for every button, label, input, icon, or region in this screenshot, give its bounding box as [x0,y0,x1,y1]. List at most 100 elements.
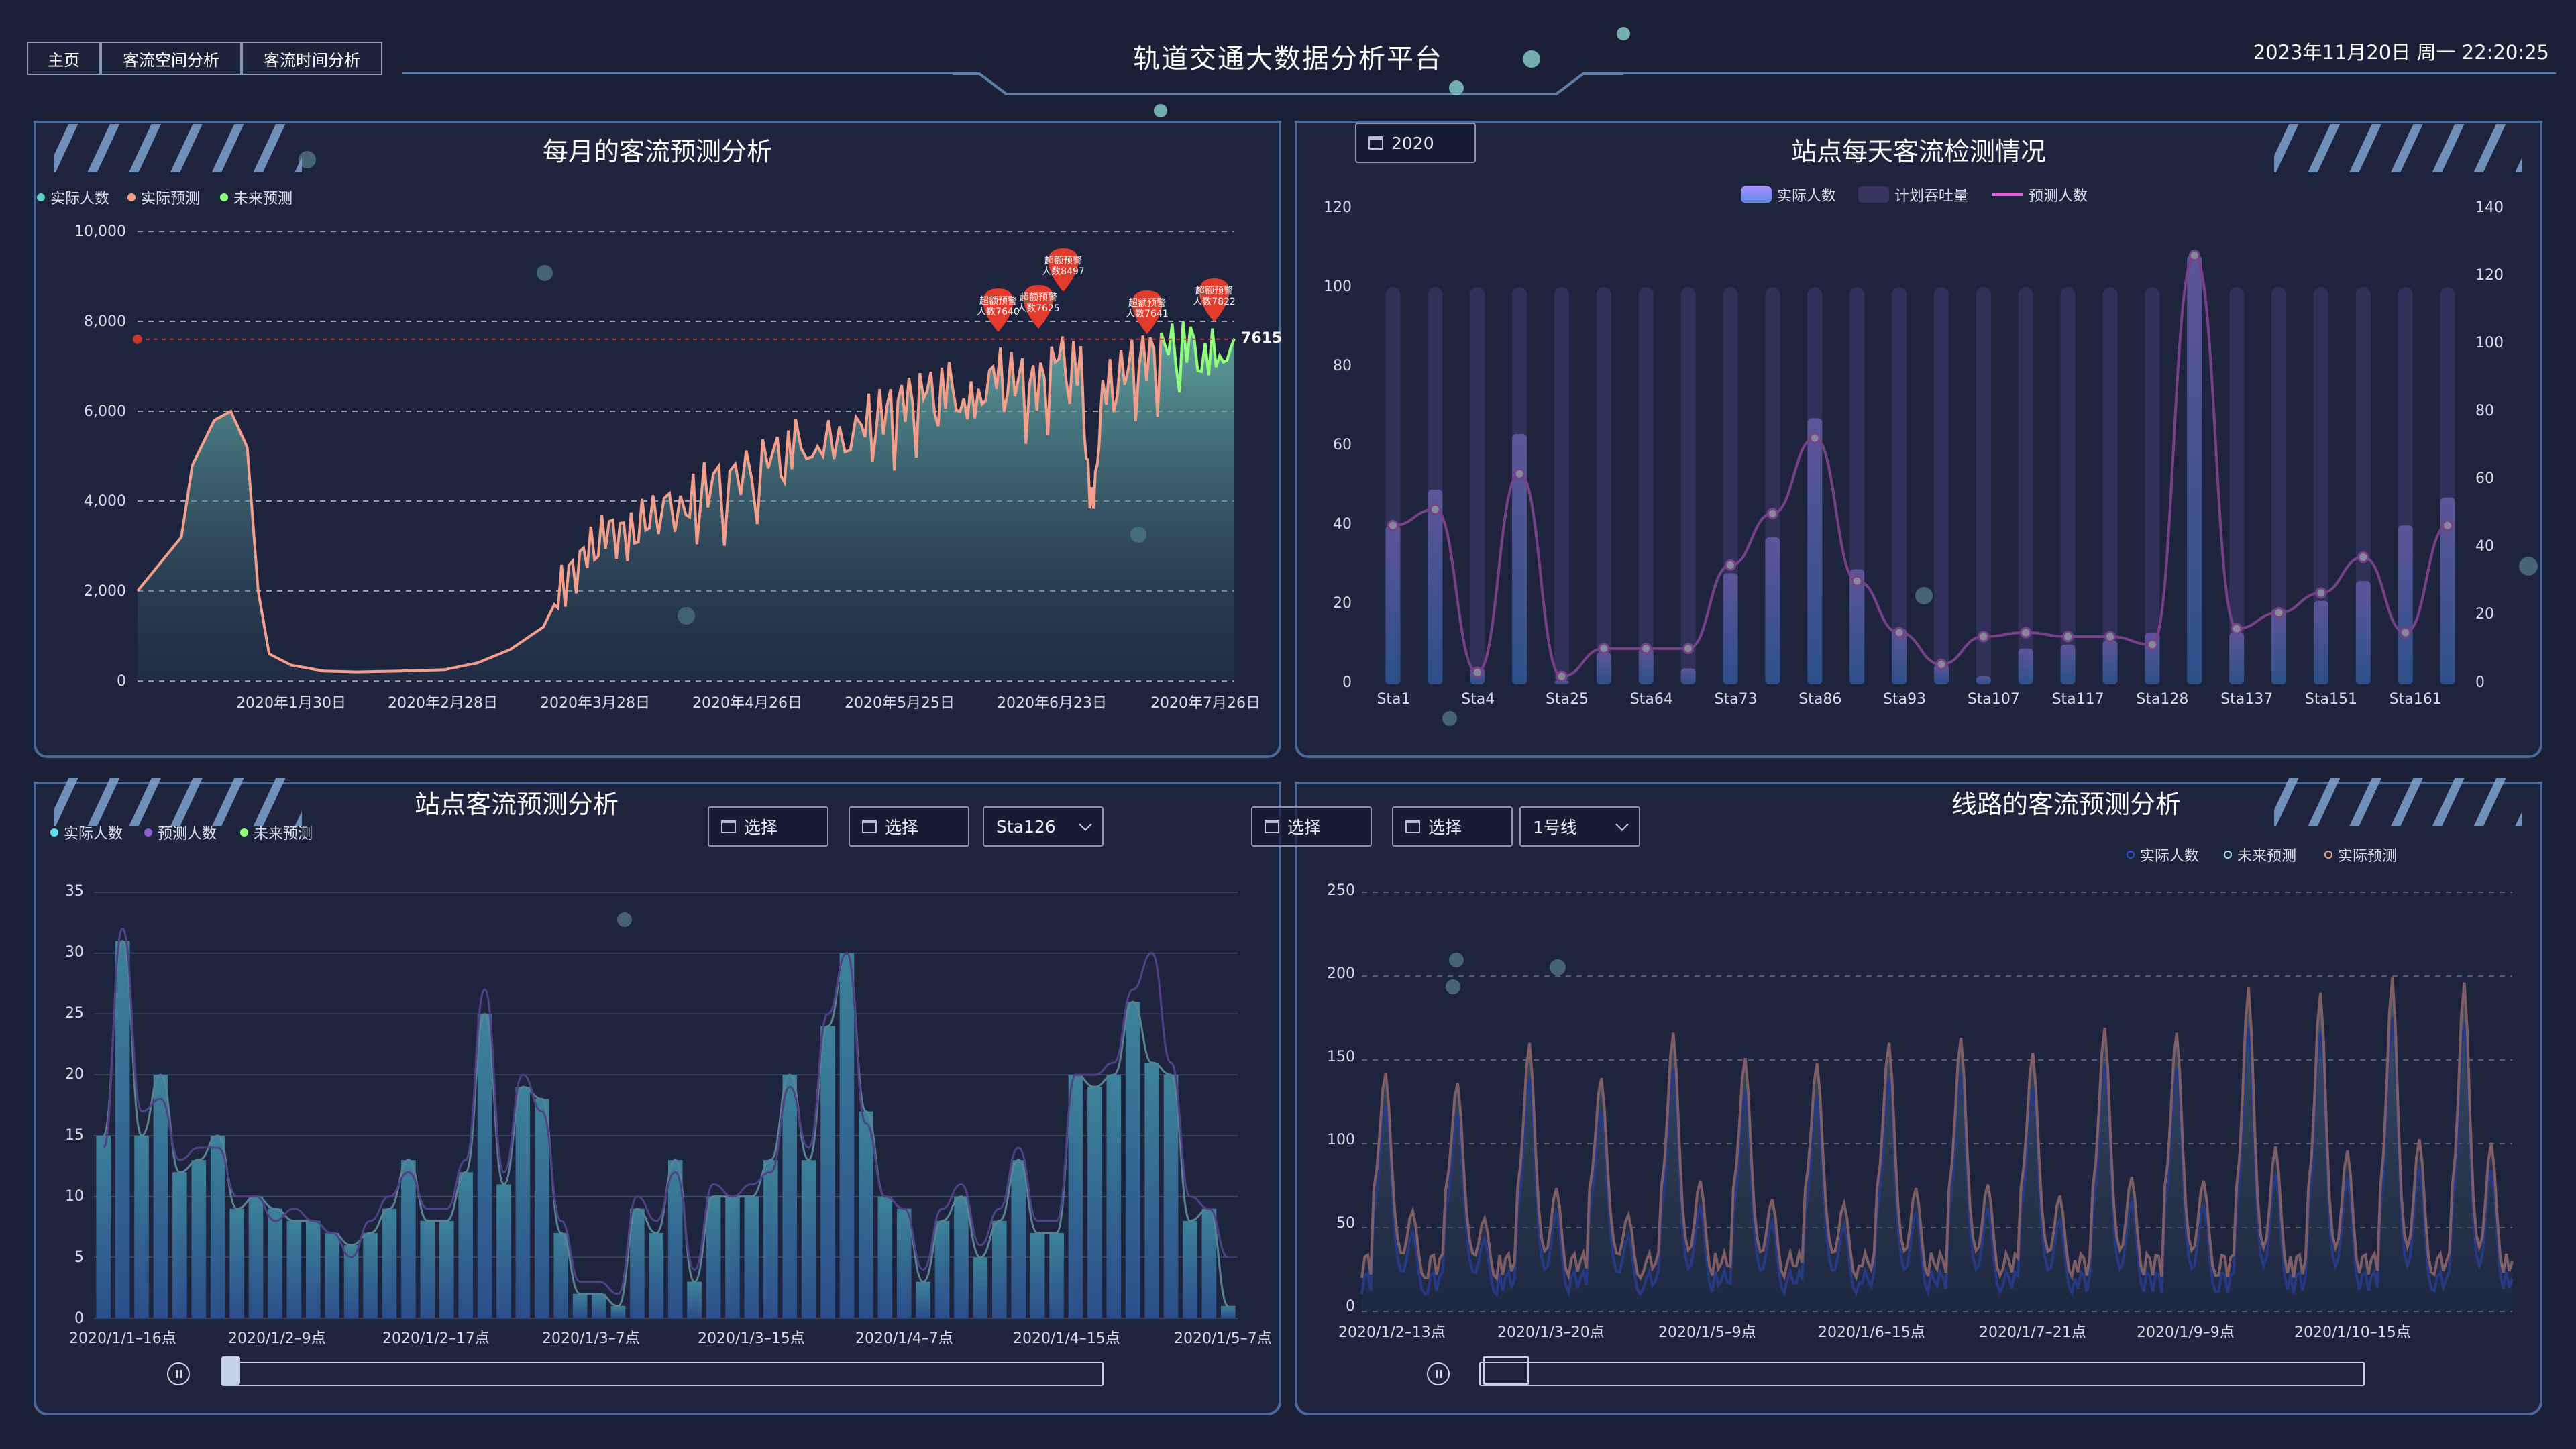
end-date-picker[interactable]: 选择 [849,806,969,847]
legend-actual[interactable]: 实际人数 [50,822,123,843]
alert-pin [1023,285,1054,329]
lp-ytick: 200 [1327,965,1355,982]
legend-future-forecast[interactable]: 未来预测 [220,186,292,208]
legend-future[interactable]: 未来预测 [2224,844,2296,865]
sp-ytick: 15 [65,1127,84,1144]
lp-xtick: 2020/1/6–15点 [1818,1324,1925,1341]
sd-xtick: Sta128 [2136,691,2189,708]
decor-bubble [1449,80,1464,95]
nav-home[interactable]: 主页 [27,42,101,75]
sd-ytick-left: 120 [1324,199,1352,216]
alert-label: 人数7822 [1193,297,1236,307]
chevron-down-icon [1079,818,1092,831]
sd-xtick: Sta151 [2304,691,2357,708]
year-picker[interactable]: 2020 [1355,123,1476,163]
decor-bubble [1154,104,1167,117]
legend-actual-forecast[interactable]: 实际预测 [2324,844,2397,865]
alert-label: 人数8497 [1042,266,1085,277]
sd-xtick: Sta161 [2389,691,2442,708]
monthly-xtick: 2020年1月30日 [236,695,346,712]
monthly-ytick: 4,000 [84,493,126,510]
nav-spatial-analysis[interactable]: 客流空间分析 [101,42,241,75]
alert-label: 超额预警 [1128,298,1166,309]
end-date-picker[interactable]: 选择 [1392,806,1513,847]
lp-ytick: 250 [1327,882,1355,899]
monthly-xtick: 2020年2月28日 [388,695,498,712]
sp-ytick: 5 [74,1249,84,1266]
sd-xtick: Sta4 [1461,691,1495,708]
datetime: 2023年11月20日 周一 22:20:25 [2253,41,2549,64]
play-pause-button[interactable] [1427,1362,1450,1385]
monthly-xtick: 2020年7月26日 [1150,695,1260,712]
sd-ytick-right: 80 [2475,402,2494,419]
zoom-handle[interactable] [221,1356,240,1385]
legend-predicted[interactable]: 预测人数 [144,822,217,843]
alert-label: 超额预警 [1044,256,1082,266]
line-select[interactable]: 1号线 [1519,806,1640,847]
sd-xtick: Sta93 [1883,691,1927,708]
sd-xtick: Sta25 [1545,691,1589,708]
sd-ytick-left: 60 [1333,437,1352,453]
sd-ytick-left: 80 [1333,358,1352,374]
sd-ytick-left: 20 [1333,595,1352,612]
sd-xtick: Sta86 [1799,691,1842,708]
monthly-xtick: 2020年3月28日 [540,695,650,712]
timeline-zoom-slider[interactable] [1479,1362,2365,1386]
sd-ytick-right: 100 [2475,335,2504,352]
sd-xtick: Sta73 [1714,691,1758,708]
nav-temporal-analysis[interactable]: 客流时间分析 [241,42,382,75]
start-date-picker[interactable]: 选择 [1251,806,1372,847]
sd-xtick: Sta64 [1629,691,1673,708]
panel-title-monthly: 每月的客流预测分析 [542,137,772,166]
lp-xtick: 2020/1/7–21点 [1979,1324,2086,1341]
station-select[interactable]: Sta126 [983,806,1104,847]
sd-ytick-left: 100 [1324,278,1352,295]
legend-planned[interactable]: 计划吞吐量 [1858,184,1968,205]
panel-corner-stripes [2274,124,2522,172]
start-date-picker[interactable]: 选择 [708,806,828,847]
legend-future[interactable]: 未来预测 [240,822,313,843]
alert-pin [1132,290,1163,334]
panel-title-line-pred: 线路的客流预测分析 [1951,790,2181,819]
monthly-ytick: 8,000 [84,313,126,330]
sp-ytick: 35 [65,883,84,900]
alert-label: 人数7641 [1126,309,1169,319]
legend-actual[interactable]: 实际人数 [37,186,109,208]
timeline-zoom-slider[interactable] [221,1362,1104,1386]
sp-xtick: 2020/1/2–17点 [382,1330,490,1347]
sp-ytick: 10 [65,1188,84,1205]
monthly-xtick: 2020年5月25日 [845,695,955,712]
alert-label: 人数7640 [977,307,1020,317]
panel-corner-stripes [54,778,302,826]
zoom-handle[interactable] [1483,1356,1529,1385]
sp-xtick: 2020/1/4–7点 [855,1330,953,1347]
legend-actual[interactable]: 实际人数 [2127,844,2199,865]
header-divider-left [402,72,959,74]
sp-ytick: 0 [74,1310,84,1327]
sp-ytick: 25 [65,1005,84,1022]
play-pause-button[interactable] [167,1362,190,1385]
sd-ytick-left: 0 [1342,674,1352,691]
legend-predicted[interactable]: 预测人数 [1992,184,2088,205]
page-title: 轨道交通大数据分析平台 [1133,44,1443,74]
chevron-down-icon [1615,818,1629,831]
lp-xtick: 2020/1/9–9点 [2137,1324,2235,1341]
alert-label: 超额预警 [979,296,1017,307]
legend-actual-forecast[interactable]: 实际预测 [127,186,200,208]
panel-title-station-daily: 站点每天客流检测情况 [1790,137,2046,166]
header-title-frame [953,72,1623,95]
sp-xtick: 2020/1/4–15点 [1013,1330,1120,1347]
panel-station-daily [1295,121,2542,758]
sd-xtick: Sta117 [2051,691,2104,708]
alert-label: 人数7625 [1017,303,1060,314]
panel-line-prediction [1295,782,2542,1415]
legend-actual[interactable]: 实际人数 [1741,184,1836,205]
alert-pin [1199,278,1230,322]
sd-xtick: Sta137 [2220,691,2273,708]
lp-ytick: 50 [1336,1215,1355,1232]
